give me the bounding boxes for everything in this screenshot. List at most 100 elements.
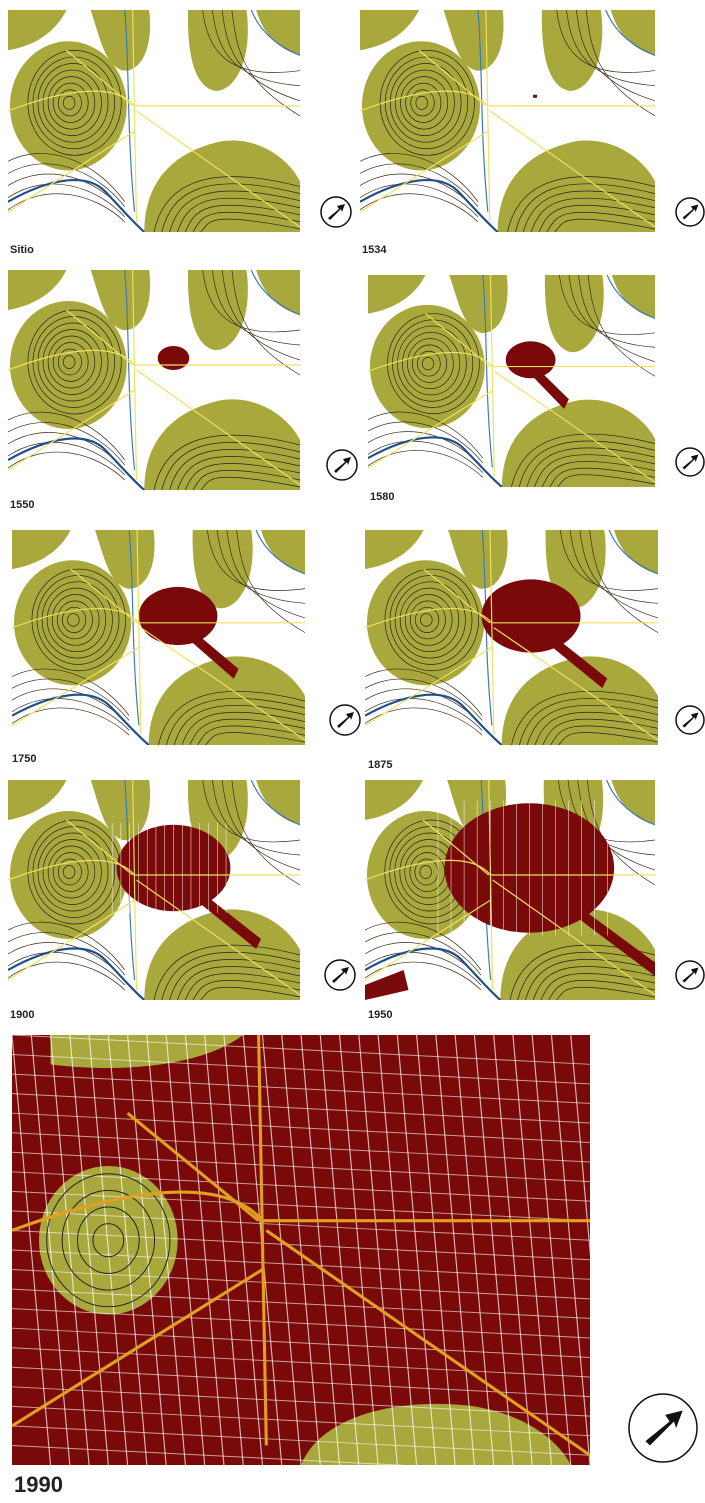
street <box>12 1210 591 1241</box>
panel-label: 1750 <box>12 753 36 765</box>
street <box>12 1347 591 1378</box>
street <box>550 1035 591 1466</box>
map-panel <box>12 1035 591 1466</box>
contour <box>566 10 656 87</box>
road <box>12 1190 591 1232</box>
contour <box>556 10 656 73</box>
contour <box>379 50 475 156</box>
contour <box>585 10 656 117</box>
contour <box>549 467 656 488</box>
road <box>365 859 656 881</box>
map <box>365 530 659 746</box>
contour <box>42 839 102 905</box>
contour <box>221 270 301 361</box>
hill <box>95 530 155 589</box>
hill <box>256 10 300 56</box>
hill <box>449 275 508 333</box>
contour <box>184 463 301 490</box>
contour <box>365 921 482 971</box>
street <box>12 1035 591 1065</box>
road <box>425 313 491 367</box>
contour <box>417 350 441 377</box>
hill <box>192 530 253 609</box>
contour <box>360 193 479 223</box>
north-arrow-head <box>682 454 699 470</box>
road <box>12 607 306 629</box>
contour <box>205 732 306 746</box>
street <box>12 1229 591 1261</box>
street <box>416 1035 456 1466</box>
road <box>8 130 135 213</box>
contour <box>368 440 484 473</box>
hill <box>261 530 305 574</box>
river <box>128 530 140 726</box>
hill <box>9 41 127 171</box>
road <box>365 607 659 629</box>
contour <box>8 193 126 223</box>
contour <box>394 581 466 659</box>
contour <box>557 474 656 488</box>
hill <box>187 270 248 351</box>
street <box>69 1035 109 1466</box>
contour <box>212 270 301 346</box>
contour <box>37 832 109 912</box>
map <box>8 270 301 490</box>
contour <box>46 587 107 653</box>
north-arrow-head <box>337 712 354 728</box>
contour <box>27 50 122 156</box>
street <box>49 1035 90 1466</box>
street <box>127 1035 167 1466</box>
hill <box>148 656 305 745</box>
contour <box>56 600 93 640</box>
urban-area <box>533 94 537 98</box>
urban-area <box>524 870 656 976</box>
contour <box>212 10 301 87</box>
contour <box>161 951 301 1000</box>
contour <box>231 270 301 376</box>
contour <box>231 780 301 886</box>
contour <box>8 422 126 466</box>
contour <box>226 530 306 619</box>
contour <box>12 678 130 721</box>
contour <box>236 530 306 633</box>
contour <box>202 10 301 73</box>
contour <box>12 707 130 736</box>
street <box>319 1035 360 1466</box>
street <box>473 1035 514 1466</box>
contour <box>189 718 306 746</box>
river <box>250 270 301 316</box>
contour <box>37 322 109 402</box>
contour <box>532 966 656 1000</box>
road <box>360 90 656 112</box>
hill <box>9 301 127 429</box>
north-arrow <box>675 705 705 735</box>
contour <box>526 447 656 488</box>
hill <box>365 780 423 820</box>
contour <box>517 951 656 1000</box>
street <box>512 1035 553 1466</box>
map <box>12 530 306 746</box>
street <box>12 1444 407 1466</box>
hill <box>611 275 655 319</box>
hill <box>90 270 151 331</box>
road <box>368 390 493 469</box>
contour <box>221 780 301 871</box>
contour <box>405 82 442 123</box>
contour <box>52 852 89 892</box>
road <box>8 899 135 981</box>
road <box>132 10 138 222</box>
hill <box>541 10 603 91</box>
street <box>12 1269 591 1300</box>
contour <box>8 183 126 218</box>
contour <box>62 606 87 633</box>
contour <box>12 668 130 716</box>
contour <box>153 434 301 490</box>
contour <box>518 440 656 488</box>
road <box>8 389 135 471</box>
road <box>418 49 487 107</box>
river <box>8 179 145 232</box>
contour <box>526 704 659 746</box>
contour <box>62 355 76 369</box>
contour <box>360 183 479 218</box>
